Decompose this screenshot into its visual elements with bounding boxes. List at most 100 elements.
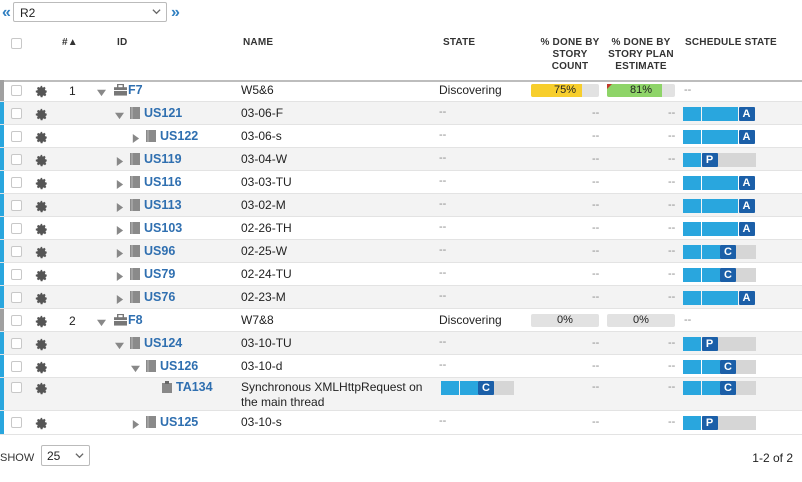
expand-triangle-icon[interactable] [115, 224, 124, 235]
gear-icon[interactable] [35, 131, 48, 144]
schedule-state-indicator[interactable]: P [683, 153, 759, 167]
pct-done-plan-value: -- [668, 268, 676, 280]
schedule-state-indicator[interactable]: C [683, 360, 759, 374]
row-checkbox[interactable] [11, 382, 22, 393]
row-checkbox[interactable] [11, 292, 22, 303]
row-checkbox[interactable] [11, 361, 22, 372]
schedule-segment [683, 416, 701, 430]
table-row: US126 03-10-d -- -- -- C [0, 355, 802, 378]
item-name: 03-10-s [241, 415, 282, 429]
row-checkbox[interactable] [11, 108, 22, 119]
name-column-header[interactable]: NAME [243, 37, 274, 48]
schedule-state-indicator[interactable]: C [683, 245, 759, 259]
row-checkbox[interactable] [11, 154, 22, 165]
id-column-header[interactable]: ID [117, 37, 128, 48]
gear-icon[interactable] [35, 417, 48, 430]
row-checkbox[interactable] [11, 269, 22, 280]
schedule-state-indicator[interactable]: A [683, 199, 759, 213]
formatted-id-link[interactable]: US124 [144, 336, 183, 350]
schedule-state-indicator[interactable]: A [683, 130, 759, 144]
collapse-triangle-icon[interactable] [115, 339, 124, 350]
row-checkbox[interactable] [11, 338, 22, 349]
schedule-state-indicator[interactable]: A [683, 107, 759, 121]
formatted-id-link[interactable]: F7 [128, 83, 143, 97]
row-checkbox[interactable] [11, 315, 22, 326]
row-color-stripe [0, 194, 4, 216]
gear-icon[interactable] [35, 154, 48, 167]
row-checkbox[interactable] [11, 417, 22, 428]
expand-triangle-icon[interactable] [131, 418, 140, 429]
formatted-id-link[interactable]: US79 [144, 267, 176, 281]
gear-icon[interactable] [35, 200, 48, 213]
expand-triangle-icon[interactable] [115, 178, 124, 189]
collapse-triangle-icon[interactable] [115, 109, 124, 120]
schedule-segment [683, 222, 701, 236]
formatted-id-link[interactable]: US116 [144, 175, 182, 189]
previous-release-icon[interactable]: « [2, 4, 11, 21]
row-checkbox[interactable] [11, 131, 22, 142]
schedule-state-column-header[interactable]: SCHEDULE STATE [685, 37, 777, 48]
gear-icon[interactable] [35, 315, 48, 328]
gear-icon[interactable] [35, 269, 48, 282]
formatted-id-link[interactable]: TA134 [176, 380, 213, 394]
schedule-state-indicator[interactable]: P [683, 337, 759, 351]
gear-icon[interactable] [35, 177, 48, 190]
schedule-state-indicator[interactable]: C [683, 268, 759, 282]
row-checkbox[interactable] [11, 223, 22, 234]
row-color-stripe [0, 411, 4, 434]
schedule-state-indicator[interactable]: A [683, 176, 759, 190]
gear-icon[interactable] [35, 223, 48, 236]
formatted-id-link[interactable]: US113 [144, 198, 182, 212]
state-column-header[interactable]: STATE [443, 37, 476, 48]
formatted-id-link[interactable]: US125 [160, 415, 199, 429]
formatted-id-link[interactable]: F8 [128, 313, 143, 327]
schedule-state-indicator[interactable]: P [683, 416, 759, 430]
expand-triangle-icon[interactable] [115, 270, 124, 281]
select-all-checkbox[interactable] [11, 38, 22, 49]
formatted-id-link[interactable]: US122 [160, 129, 199, 143]
next-release-icon[interactable]: » [171, 4, 180, 21]
schedule-state-indicator[interactable]: C [683, 381, 759, 395]
gear-icon[interactable] [35, 108, 48, 121]
formatted-id-link[interactable]: US103 [144, 221, 183, 235]
row-checkbox[interactable] [11, 246, 22, 257]
expand-triangle-icon[interactable] [131, 132, 140, 143]
gear-icon[interactable] [35, 85, 48, 98]
row-checkbox[interactable] [11, 85, 22, 96]
gear-icon[interactable] [35, 338, 48, 351]
gear-icon[interactable] [35, 246, 48, 259]
expand-triangle-icon[interactable] [115, 293, 124, 304]
pct-done-count-value: -- [592, 245, 600, 257]
schedule-state-indicator[interactable]: A [683, 291, 759, 305]
schedule-segment [701, 360, 720, 374]
collapse-triangle-icon[interactable] [97, 86, 106, 97]
expand-triangle-icon[interactable] [115, 155, 124, 166]
formatted-id-link[interactable]: US76 [144, 290, 176, 304]
formatted-id-link[interactable]: US121 [144, 106, 183, 120]
page-size-dropdown[interactable]: 25 [41, 445, 90, 466]
gear-icon[interactable] [35, 292, 48, 305]
gear-icon[interactable] [35, 361, 48, 374]
schedule-segment [701, 130, 720, 144]
collapse-triangle-icon[interactable] [97, 316, 106, 327]
formatted-id-link[interactable]: US119 [144, 152, 182, 166]
schedule-segment [683, 360, 701, 374]
state-value: Discovering [439, 83, 502, 97]
pct-done-plan-column-header[interactable]: % DONE BY STORY PLAN ESTIMATE [608, 37, 674, 72]
row-checkbox[interactable] [11, 200, 22, 211]
expand-triangle-icon[interactable] [115, 247, 124, 258]
pct-done-count-value: -- [592, 337, 600, 349]
row-checkbox[interactable] [11, 177, 22, 188]
state-value: -- [439, 244, 447, 256]
expand-triangle-icon[interactable] [115, 201, 124, 212]
gear-icon[interactable] [35, 382, 48, 395]
rank-value: 2 [69, 314, 76, 328]
formatted-id-link[interactable]: US126 [160, 359, 199, 373]
collapse-triangle-icon[interactable] [131, 362, 140, 373]
pct-done-count-column-header[interactable]: % DONE BY STORY COUNT [540, 37, 600, 72]
release-dropdown[interactable]: R2 [13, 2, 167, 22]
rank-column-header[interactable]: #▲ [62, 37, 78, 48]
schedule-state-indicator[interactable]: A [683, 222, 759, 236]
formatted-id-link[interactable]: US96 [144, 244, 176, 258]
task-state-indicator[interactable]: C [441, 381, 517, 395]
